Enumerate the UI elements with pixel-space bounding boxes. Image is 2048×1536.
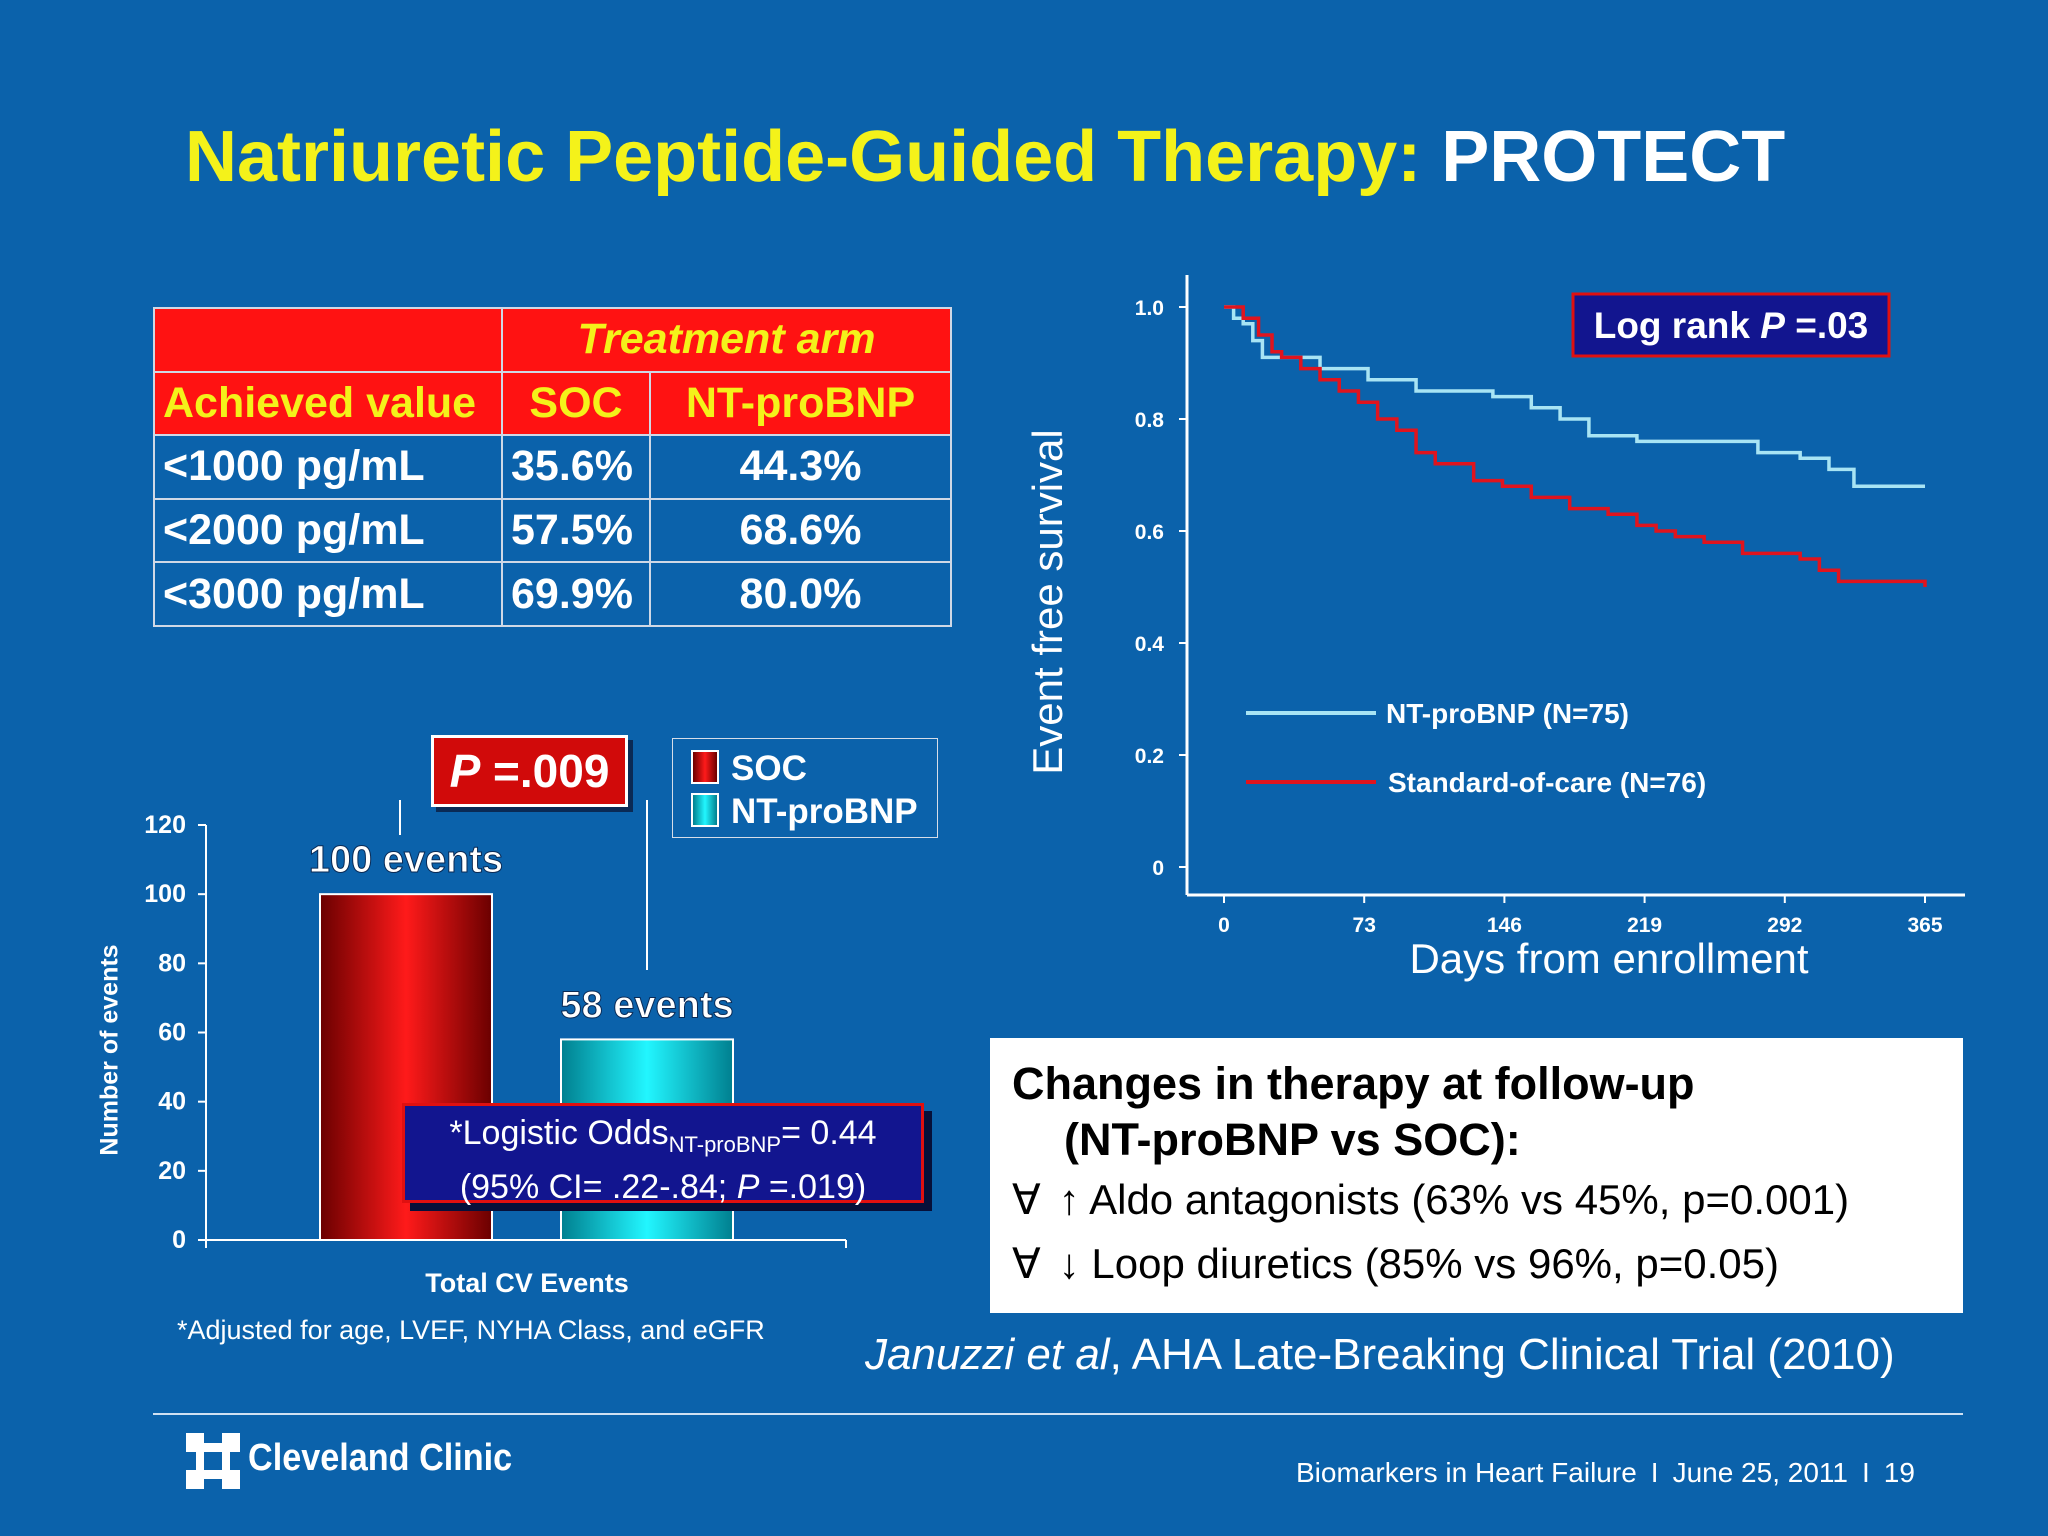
odds-line-1: *Logistic OddsNT-proBNP= 0.44 [449,1114,877,1157]
bullet-icon: ∀ [1012,1176,1041,1223]
table-header-achieved-value: Achieved value [153,370,503,437]
table-header-treatment-arm: Treatment arm [501,307,952,373]
bar-y-axis-label: Number of events [95,944,124,1156]
survival-y-tick-label: 0.6 [1135,521,1164,544]
table-cell-ntprobnp: 44.3% [649,434,952,500]
log-rank-annotation: Log rank P =.03 [1594,305,1869,346]
table-header-soc: SOC [501,370,651,437]
brand-name: Cleveland Clinic [248,1437,513,1479]
log-rank-box [1571,292,1891,358]
survival-x-tick-label: 73 [1353,914,1376,937]
adjustment-note: *Adjusted for age, LVEF, NYHA Class, and… [177,1315,765,1345]
survival-chart-lines [1224,305,1927,587]
p-bracket-right [646,800,648,970]
slide-title: Natriuretic Peptide-Guided Therapy: PROT… [185,112,1885,202]
therapy-item-text: Loop diuretics (85% vs 96%, p=0.05) [1091,1240,1779,1287]
bar-y-tick-label: 40 [158,1088,186,1116]
table-cell-threshold: <3000 pg/mL [153,561,503,627]
survival-x-tick-label: 219 [1627,914,1662,937]
survival-x-tick-label: 0 [1218,914,1230,937]
table-row: <1000 pg/mL 35.6% 44.3% [153,434,952,500]
p-bracket-left [399,800,401,835]
survival-x-axis-label: Days from enrollment [1409,935,1808,982]
bar-label-ntprobnp: 58 events [560,984,733,1026]
legend-label-soc: Standard-of-care (N=76) [1388,767,1706,798]
survival-y-tick-label: 0.2 [1135,745,1164,768]
bar-y-tick-label: 120 [144,811,186,839]
footer-talk-title: Biomarkers in Heart Failure [1296,1457,1637,1488]
survival-x-tick-label: 146 [1487,914,1522,937]
cleveland-clinic-logo-icon [186,1433,240,1489]
survival-chart: 1.0 0.8 0.6 0.4 0.2 0 0 73 146 219 292 365 Event fr… [1024,275,1965,982]
therapy-item-aldo: ∀ ↑ Aldo antagonists (63% vs 45%, p=0.001… [1012,1168,1941,1232]
survival-chart-ticks: 1.0 0.8 0.6 0.4 0.2 0 0 73 146 219 292 365 [1135,275,1965,937]
legend-item-ntprobnp: NT-proBNP [691,792,918,832]
table-cell-ntprobnp: 80.0% [649,561,952,627]
legend-swatch-soc [691,750,719,784]
footer-info: Biomarkers in Heart Failure I June 25, 201… [1296,1457,1915,1489]
table-cell-threshold: <2000 pg/mL [153,497,503,564]
bar-y-tick-label: 60 [158,1019,186,1047]
cv-events-bar-chart: 0 20 40 60 80 100 120 100 events 58 events Tota… [144,800,847,1298]
table-cell-soc: 57.5% [501,497,651,564]
table-row: <3000 pg/mL 69.9% 80.0% [153,561,952,627]
therapy-item-text: Aldo antagonists (63% vs 45%, p=0.001) [1089,1176,1850,1223]
table-header-ntprobnp: NT-proBNP [649,370,952,437]
table-header-empty [153,307,503,373]
table-header-row: Achieved value SOC NT-proBNP [153,370,952,437]
legend-item-soc: SOC [691,749,807,789]
footer-separator: I [1650,1457,1659,1488]
title-main: Natriuretic Peptide-Guided Therapy: [185,117,1422,197]
survival-x-tick-label: 292 [1767,914,1802,937]
survival-line-soc [1224,305,1927,587]
logistic-odds-box: *Logistic OddsNT-proBNP= 0.44 (95% CI= .… [402,1103,924,1206]
bar-legend: SOC NT-proBNP [672,738,938,838]
therapy-heading-1: Changes in therapy at follow-up [1012,1058,1695,1109]
citation: Januzzi et al, AHA Late-Breaking Clinica… [865,1330,1895,1380]
footer-date: June 25, 2011 [1672,1457,1848,1488]
legend-swatch-ntprobnp [691,793,719,827]
legend-label-ntprobnp: NT-proBNP (N=75) [1386,698,1629,729]
bar-y-tick-label: 80 [158,949,186,977]
achieved-value-table: Treatment arm Achieved value SOC NT-proB… [153,307,952,627]
footer-separator: I [1861,1457,1870,1488]
survival-line-ntprobnp [1224,305,1925,488]
table-row: <2000 pg/mL 57.5% 68.6% [153,497,952,564]
bullet-icon: ∀ [1012,1240,1041,1287]
bar-label-soc: 100 events [309,839,503,881]
odds-line-2: (95% CI= .22-.84; P =.019) [459,1167,867,1206]
bar-x-axis-label: Total CV Events [425,1268,629,1298]
therapy-item-loop: ∀ ↓ Loop diuretics (85% vs 96%, p=0.05) [1012,1232,1941,1296]
table-group-header-row: Treatment arm [153,307,952,373]
survival-y-tick-label: 0.4 [1135,633,1165,656]
therapy-heading-2: (NT-proBNP vs SOC): [1064,1114,1521,1165]
title-trial: PROTECT [1441,117,1786,197]
therapy-changes-box: Changes in therapy at follow-up (NT-proB… [990,1038,1963,1313]
citation-source: , AHA Late-Breaking Clinical Trial (2010… [1109,1330,1895,1379]
bar-chart-ticks: 0 20 40 60 80 100 120 [144,811,847,1254]
table-cell-threshold: <1000 pg/mL [153,434,503,500]
survival-y-axis-label: Event free survival [1024,429,1071,774]
table-cell-soc: 69.9% [501,561,651,627]
table-cell-soc: 35.6% [501,434,651,500]
arrow-down-icon: ↓ [1058,1240,1080,1287]
p-value-box: P =.009 [431,735,628,807]
bar-y-tick-label: 0 [172,1226,186,1254]
citation-authors: Januzzi et al [865,1330,1110,1379]
arrow-up-icon: ↑ [1058,1176,1080,1223]
footer-page-number: 19 [1883,1457,1915,1488]
bar-y-tick-label: 100 [144,880,186,908]
footer-divider [153,1413,1963,1415]
bar-y-tick-label: 20 [158,1157,186,1185]
survival-y-tick-label: 0.8 [1135,409,1165,432]
survival-y-tick-label: 0 [1152,857,1164,880]
survival-x-tick-label: 365 [1907,914,1942,937]
survival-y-tick-label: 1.0 [1135,297,1164,320]
table-cell-ntprobnp: 68.6% [649,497,952,564]
